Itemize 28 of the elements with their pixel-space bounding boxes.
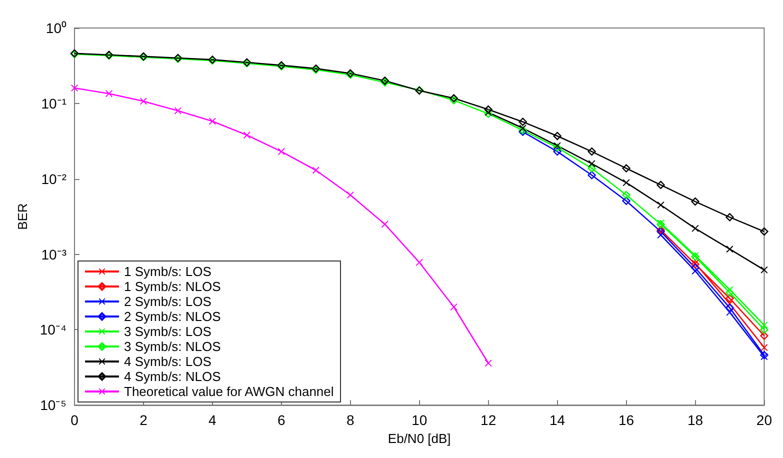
y-tick-label: 10⁻⁴ bbox=[40, 322, 66, 338]
y-tick-label: 10⁻³ bbox=[41, 246, 67, 262]
x-tick-label: 8 bbox=[346, 412, 354, 428]
legend-label: 1 Symb/s: LOS bbox=[124, 264, 212, 279]
x-tick-label: 2 bbox=[140, 412, 148, 428]
legend-label: Theoretical value for AWGN channel bbox=[124, 384, 334, 399]
legend-label: 3 Symb/s: NLOS bbox=[124, 339, 222, 354]
x-tick-label: 10 bbox=[412, 412, 428, 428]
legend-label: 2 Symb/s: LOS bbox=[124, 294, 212, 309]
x-tick-label: 0 bbox=[70, 412, 79, 428]
y-axis-title: BER bbox=[15, 203, 30, 230]
legend-label: 4 Symb/s: NLOS bbox=[124, 369, 222, 384]
y-tick-label: 10⁻¹ bbox=[41, 95, 67, 112]
x-axis-title: Eb/N0 [dB] bbox=[388, 431, 451, 446]
x-tick-label: 12 bbox=[480, 412, 496, 428]
legend-label: 3 Symb/s: LOS bbox=[124, 324, 212, 339]
y-tick-label: 10⁻⁵ bbox=[40, 397, 66, 414]
x-tick-label: 4 bbox=[208, 412, 217, 428]
x-tick-label: 16 bbox=[618, 412, 634, 428]
x-tick-label: 18 bbox=[687, 412, 704, 428]
x-tick-label: 14 bbox=[550, 412, 566, 428]
y-tick-label: 10⁰ bbox=[46, 20, 66, 36]
x-tick-label: 20 bbox=[756, 412, 772, 428]
legend-label: 2 Symb/s: NLOS bbox=[124, 309, 222, 324]
legend-label: 4 Symb/s: LOS bbox=[124, 354, 212, 369]
y-tick-label: 10⁻² bbox=[41, 170, 67, 187]
legend-label: 1 Symb/s: NLOS bbox=[124, 279, 222, 294]
x-tick-label: 6 bbox=[278, 412, 286, 428]
